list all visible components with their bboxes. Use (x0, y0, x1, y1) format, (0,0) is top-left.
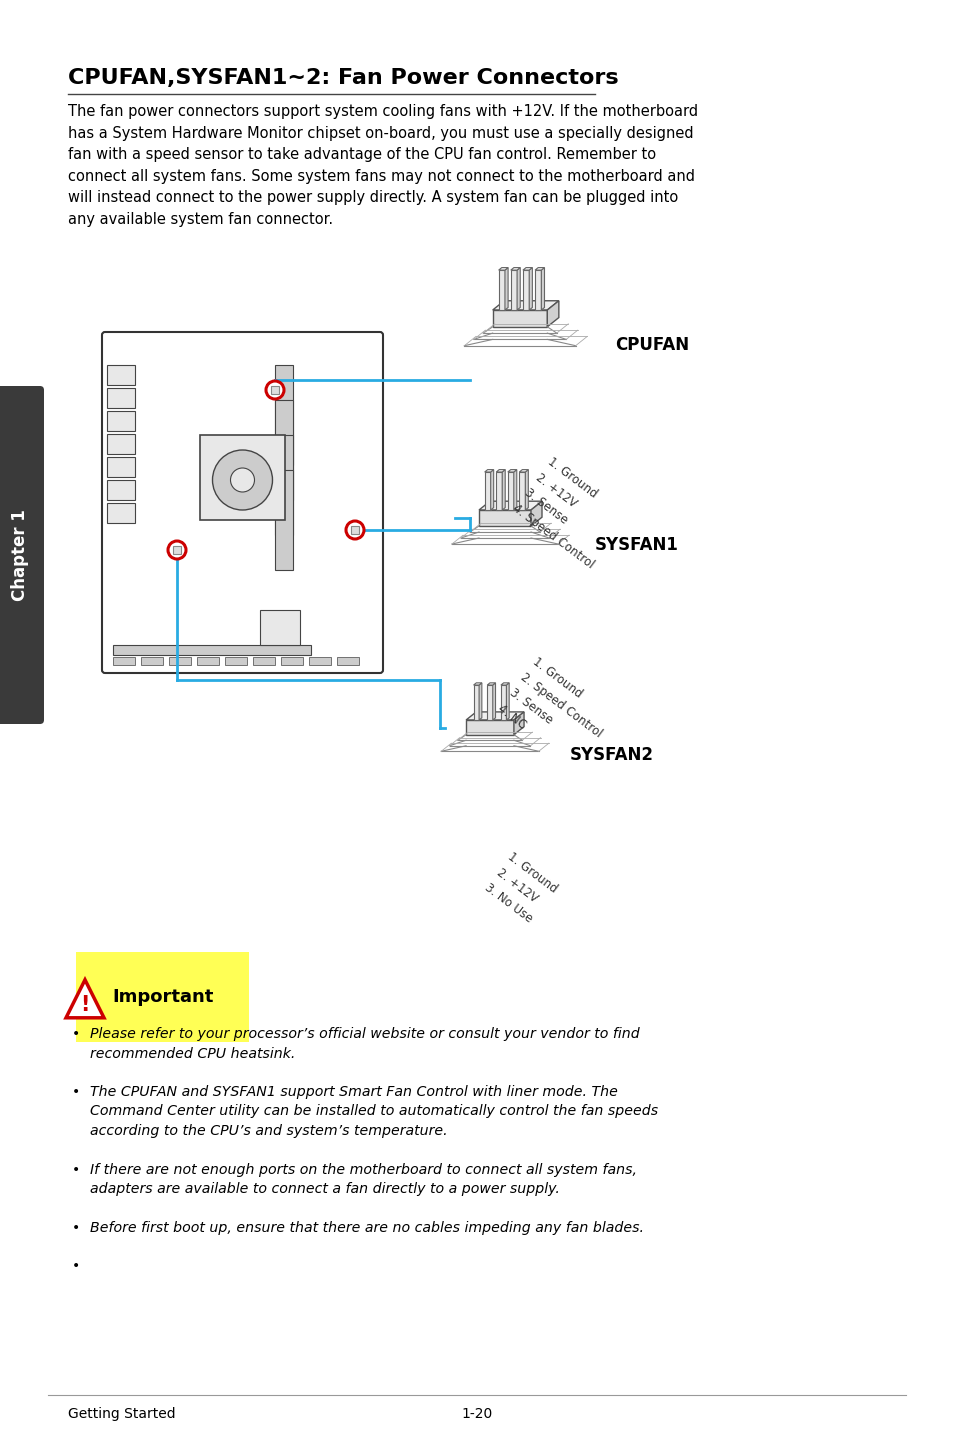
Bar (141, 657, 163, 664)
Text: SYSFAN1: SYSFAN1 (595, 536, 679, 554)
Text: CPUFAN: CPUFAN (615, 337, 688, 354)
Polygon shape (507, 473, 514, 510)
Polygon shape (517, 268, 519, 309)
Polygon shape (504, 268, 508, 309)
Text: Before first boot up, ensure that there are no cables impeding any fan blades.: Before first boot up, ensure that there … (90, 1221, 643, 1234)
Circle shape (231, 468, 254, 493)
Polygon shape (484, 470, 493, 473)
Polygon shape (473, 684, 478, 720)
Circle shape (266, 381, 284, 400)
Polygon shape (531, 501, 541, 526)
Circle shape (168, 541, 186, 558)
Polygon shape (525, 470, 528, 510)
Polygon shape (514, 712, 523, 735)
Bar (271, 387, 278, 394)
Bar (107, 480, 135, 500)
Text: 1. Ground
2. Speed Control
3. Sense
4. NC: 1. Ground 2. Speed Control 3. Sense 4. N… (495, 654, 616, 772)
Text: •: • (71, 1259, 80, 1273)
Text: Please refer to your processor’s official website or consult your vendor to find: Please refer to your processor’s officia… (90, 1027, 639, 1061)
Polygon shape (478, 510, 531, 526)
Bar (112, 657, 135, 664)
Polygon shape (510, 268, 519, 271)
Bar (107, 457, 135, 477)
Bar (275, 470, 294, 570)
Polygon shape (510, 271, 517, 309)
Bar (281, 657, 303, 664)
Text: If there are not enough ports on the motherboard to connect all system fans,
ada: If there are not enough ports on the mot… (90, 1163, 637, 1197)
Bar (107, 503, 135, 523)
Polygon shape (514, 470, 517, 510)
Text: The CPUFAN and SYSFAN1 support Smart Fan Control with liner mode. The
Command Ce: The CPUFAN and SYSFAN1 support Smart Fan… (90, 1085, 658, 1138)
Bar (107, 365, 135, 385)
Bar (336, 657, 358, 664)
Text: CPUFAN,SYSFAN1~2: Fan Power Connectors: CPUFAN,SYSFAN1~2: Fan Power Connectors (68, 67, 618, 87)
Bar (275, 365, 294, 465)
Bar (253, 657, 274, 664)
Polygon shape (498, 271, 504, 309)
FancyBboxPatch shape (0, 387, 44, 725)
Bar (169, 657, 191, 664)
Text: 1. Ground
2. +12V
3. No Use: 1. Ground 2. +12V 3. No Use (481, 851, 559, 927)
Polygon shape (487, 684, 493, 720)
Bar (351, 526, 358, 534)
Polygon shape (500, 683, 509, 684)
Text: 1. Ground
2. +12V
3. Sense
4. Speed Control: 1. Ground 2. +12V 3. Sense 4. Speed Cont… (510, 455, 631, 571)
Bar (107, 388, 135, 408)
Text: Important: Important (112, 988, 213, 1007)
Bar (200, 435, 285, 520)
Polygon shape (498, 268, 508, 271)
Polygon shape (529, 268, 532, 309)
Bar (196, 657, 219, 664)
Text: •: • (71, 1085, 80, 1098)
Polygon shape (492, 309, 547, 326)
Bar (172, 546, 181, 554)
Polygon shape (506, 683, 509, 720)
Text: Chapter 1: Chapter 1 (11, 508, 29, 601)
Bar (275, 435, 294, 536)
Polygon shape (507, 470, 517, 473)
Polygon shape (466, 720, 514, 735)
Text: SYSFAN2: SYSFAN2 (569, 746, 654, 765)
Text: •: • (71, 1221, 80, 1234)
Polygon shape (501, 470, 505, 510)
Bar (107, 411, 135, 431)
Polygon shape (493, 683, 495, 720)
Bar (107, 434, 135, 454)
Text: 1-20: 1-20 (461, 1408, 492, 1421)
Polygon shape (547, 301, 558, 326)
Polygon shape (518, 473, 525, 510)
Text: The fan power connectors support system cooling fans with +12V. If the motherboa: The fan power connectors support system … (68, 105, 698, 228)
Polygon shape (478, 501, 541, 510)
Polygon shape (487, 683, 495, 684)
Polygon shape (496, 470, 505, 473)
Text: •: • (71, 1027, 80, 1041)
Circle shape (346, 521, 364, 538)
Polygon shape (492, 301, 558, 309)
Bar (275, 400, 294, 500)
Bar (309, 657, 331, 664)
Text: !: ! (80, 995, 90, 1015)
Text: •: • (71, 1163, 80, 1177)
Polygon shape (490, 470, 493, 510)
Bar (225, 657, 247, 664)
Polygon shape (66, 979, 104, 1018)
Polygon shape (478, 683, 481, 720)
Polygon shape (535, 268, 544, 271)
Polygon shape (473, 683, 481, 684)
Polygon shape (500, 684, 506, 720)
Bar (112, 644, 311, 654)
Polygon shape (466, 712, 523, 720)
Polygon shape (535, 271, 540, 309)
Circle shape (213, 450, 273, 510)
Polygon shape (540, 268, 544, 309)
Polygon shape (518, 470, 528, 473)
Polygon shape (484, 473, 490, 510)
Polygon shape (522, 268, 532, 271)
FancyBboxPatch shape (102, 332, 382, 673)
Text: Getting Started: Getting Started (68, 1408, 175, 1421)
Bar (260, 610, 299, 644)
Polygon shape (496, 473, 501, 510)
Polygon shape (522, 271, 529, 309)
